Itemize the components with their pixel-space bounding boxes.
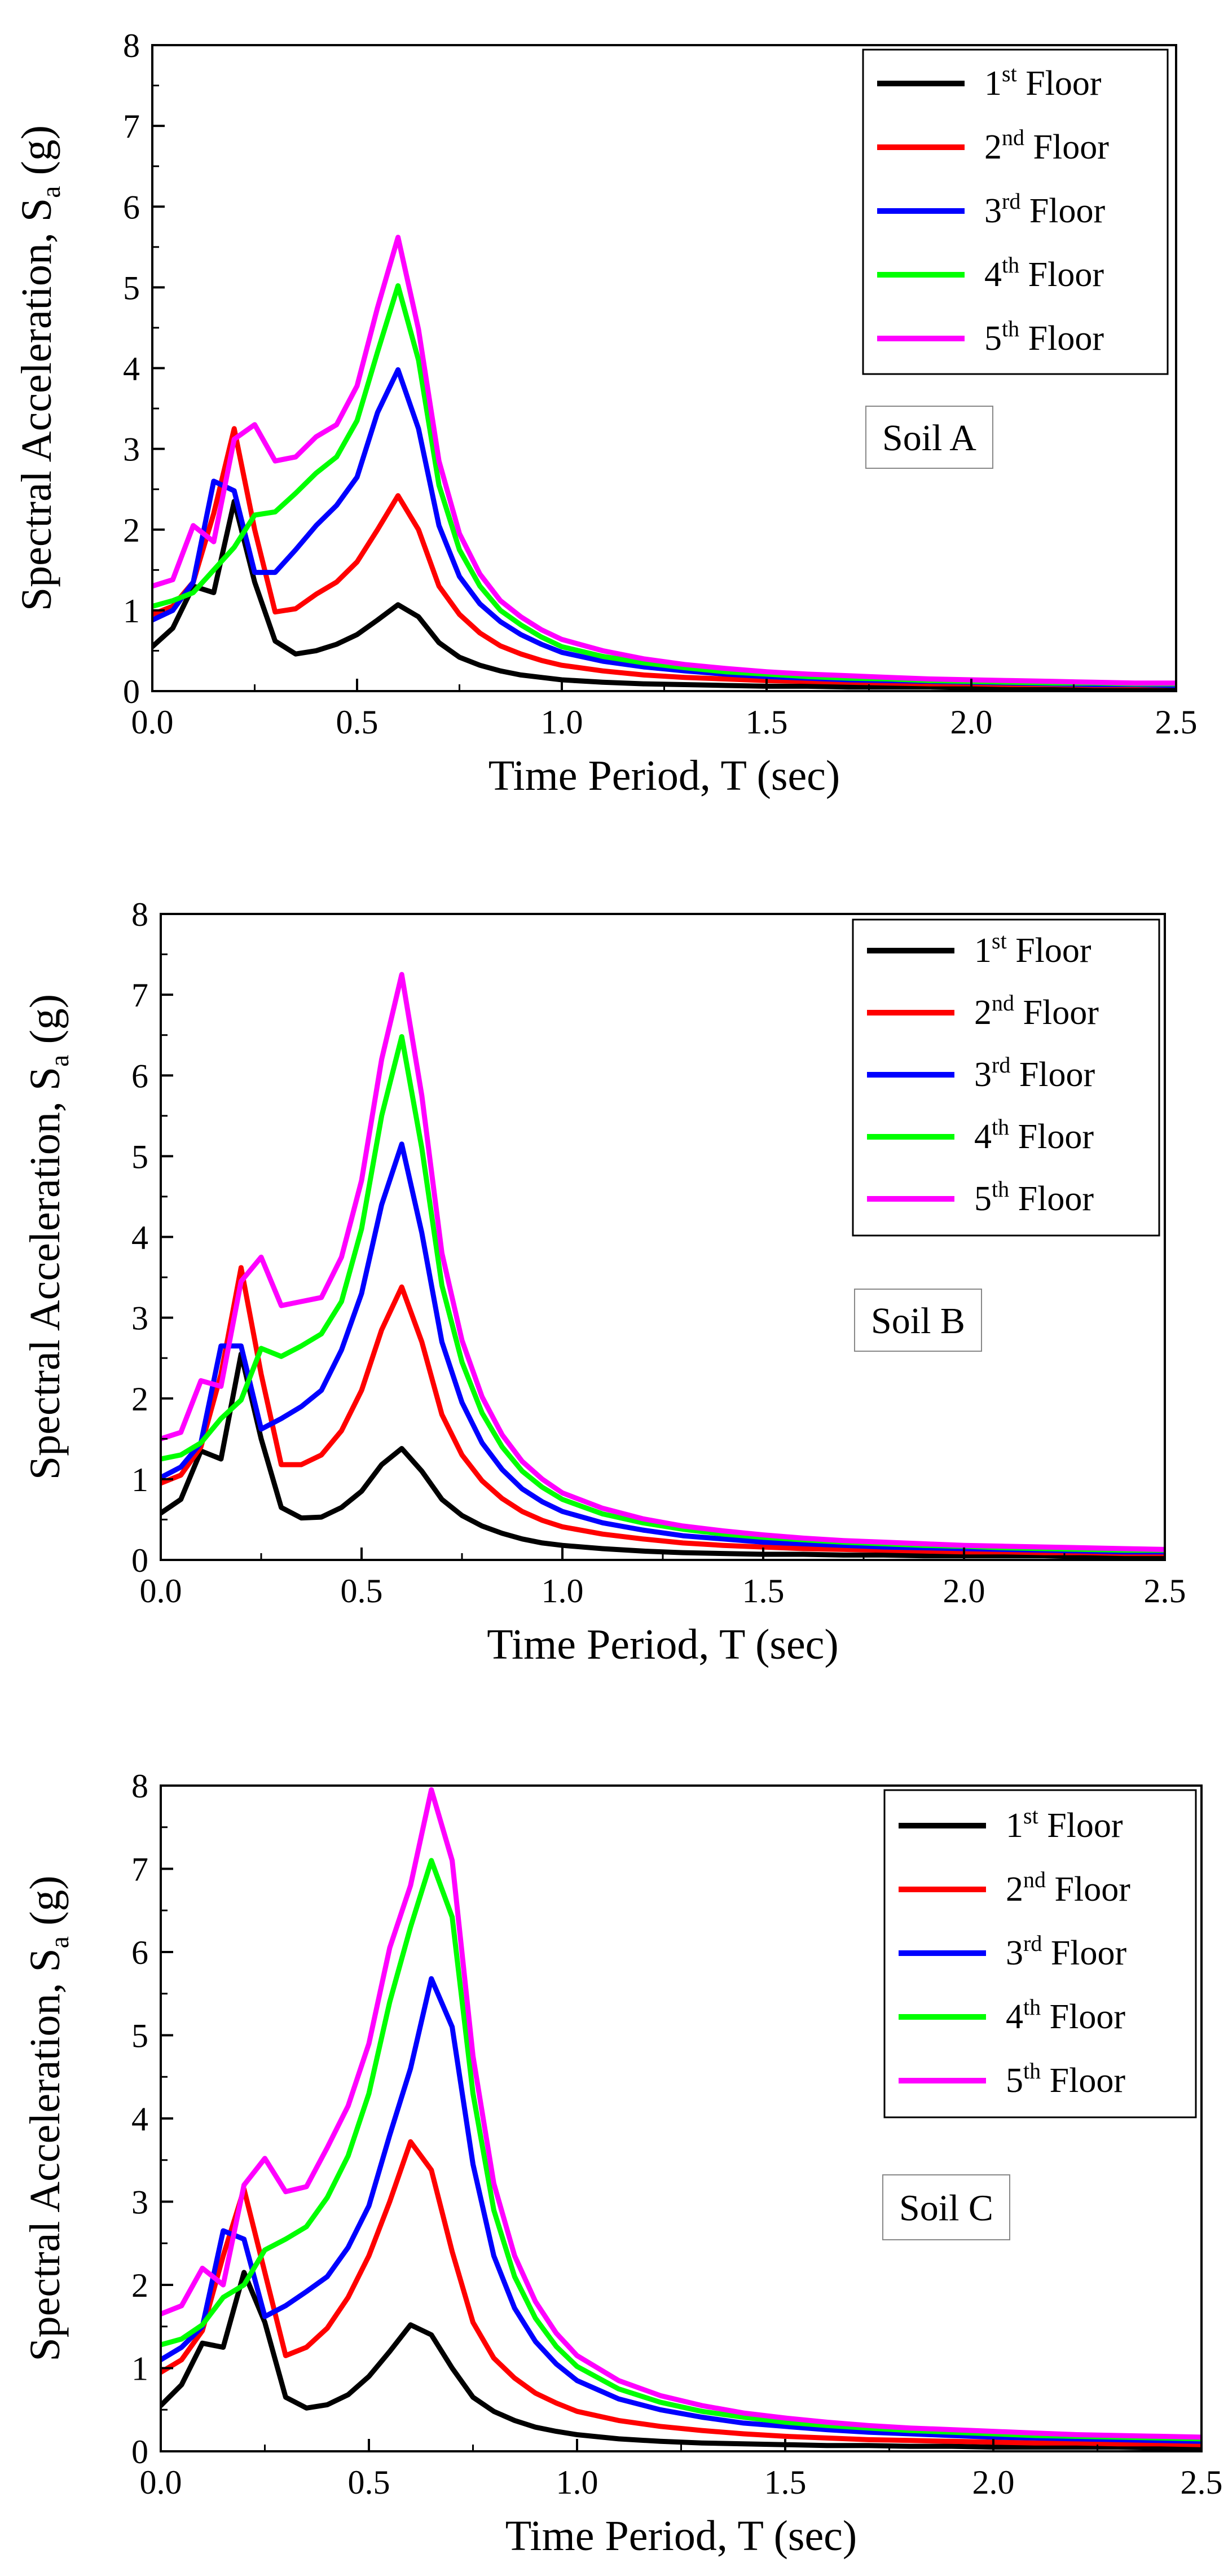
- x-tick-label: 0.5: [348, 2464, 390, 2501]
- soil-label-box: [854, 1289, 982, 1352]
- x-axis-title: Time Period, T (sec): [505, 2512, 857, 2560]
- series-group: [161, 972, 1165, 1559]
- x-tick-label: 2.5: [1144, 1572, 1186, 1610]
- series-line-floor-2: [161, 1265, 1165, 1557]
- chart-panel-1: 0.0 0.5 1.0 1.5 2.0 2.5 0 1 2 3 4 5 6 7 8 Time Period, …: [13, 27, 1198, 799]
- y-tick-label: 4: [123, 350, 140, 388]
- y-tick-label: 7: [131, 1851, 148, 1888]
- y-tick-label: 7: [131, 977, 148, 1014]
- y-tick-label: 2: [131, 2267, 148, 2304]
- y-tick-label: 5: [131, 2017, 148, 2055]
- legend: 1st Floor 2nd Floor 3rd Floor 4th Floor 5th …: [852, 918, 1160, 1237]
- y-tick-label: 0: [131, 2433, 148, 2471]
- x-tick-label: 2.5: [1155, 704, 1198, 741]
- y-tick-label: 2: [123, 512, 140, 549]
- series-line-floor-3: [152, 367, 1176, 688]
- y-tick-label: 4: [131, 1219, 148, 1256]
- legend-label-floor-1: 1st Floor: [1006, 1803, 1123, 1845]
- x-tick-label: 0.5: [341, 1572, 383, 1610]
- y-tick-label: 7: [123, 108, 140, 145]
- x-tick-label: 0.0: [140, 2464, 182, 2501]
- y-tick-label: 2: [131, 1381, 148, 1418]
- series-line-floor-5: [152, 235, 1176, 686]
- legend-label-floor-2: 2nd Floor: [984, 125, 1109, 166]
- series-line-floor-1: [161, 1351, 1165, 1559]
- legend-label-floor-1: 1st Floor: [974, 928, 1091, 970]
- y-tick-label: 4: [131, 2100, 148, 2138]
- soil-label: Soil B: [871, 1300, 965, 1342]
- series-line-floor-1: [161, 2270, 1201, 2451]
- legend-label-floor-5: 5th Floor: [974, 1176, 1094, 1218]
- soil-label-box: [882, 2174, 1010, 2240]
- y-tick-label: 3: [131, 1300, 148, 1337]
- legend-label-floor-4: 4th Floor: [984, 252, 1104, 294]
- legend-label-floor-3: 3rd Floor: [974, 1052, 1095, 1094]
- series-group: [152, 235, 1176, 691]
- y-axis-title: Spectral Acceleration, Sa (g): [13, 125, 66, 611]
- y-tick-label: 3: [131, 2184, 148, 2221]
- y-tick-label: 8: [131, 1768, 148, 1805]
- legend-label-floor-4: 4th Floor: [1006, 1994, 1125, 2036]
- soil-label: Soil C: [899, 2188, 993, 2229]
- x-tick-label: 0.0: [131, 704, 174, 741]
- y-tick-label: 5: [131, 1138, 148, 1175]
- y-tick-label: 0: [123, 673, 140, 710]
- y-tick-label: 1: [123, 592, 140, 630]
- legend-label-floor-5: 5th Floor: [1006, 2058, 1125, 2100]
- legend-label-floor-2: 2nd Floor: [1006, 1867, 1130, 1909]
- x-tick-label: 1.5: [746, 704, 788, 741]
- legend: 1st Floor 2nd Floor 3rd Floor 4th Floor 5th …: [883, 1789, 1197, 2118]
- x-tick-label: 2.0: [943, 1572, 985, 1610]
- legend-label-floor-3: 3rd Floor: [984, 188, 1106, 230]
- series-group: [161, 1787, 1201, 2451]
- legend-label-floor-5: 5th Floor: [984, 316, 1104, 358]
- series-line-floor-2: [152, 426, 1176, 688]
- series-line-floor-3: [161, 1976, 1201, 2444]
- x-tick-label: 0.0: [140, 1572, 182, 1610]
- legend-label-floor-1: 1st Floor: [984, 61, 1102, 103]
- y-tick-label: 1: [131, 1461, 148, 1498]
- y-tick-label: 1: [131, 2350, 148, 2388]
- y-tick-label: 0: [131, 1542, 148, 1579]
- x-tick-label: 1.0: [541, 704, 583, 741]
- x-tick-label: 2.0: [950, 704, 993, 741]
- legend-label-floor-3: 3rd Floor: [1006, 1931, 1127, 1972]
- x-axis-title: Time Period, T (sec): [487, 1621, 838, 1668]
- legend-label-floor-4: 4th Floor: [974, 1114, 1094, 1156]
- series-line-floor-5: [161, 972, 1165, 1552]
- x-tick-label: 1.0: [542, 1572, 584, 1610]
- x-tick-label: 2.0: [972, 2464, 1015, 2501]
- x-tick-label: 1.5: [764, 2464, 807, 2501]
- x-tick-label: 1.0: [556, 2464, 598, 2501]
- y-tick-label: 8: [131, 896, 148, 933]
- y-tick-label: 3: [123, 431, 140, 468]
- chart-panel-3: 0.0 0.5 1.0 1.5 2.0 2.5 0 1 2 3 4 5 6 7 8 Time Period, …: [21, 1768, 1223, 2560]
- series-line-floor-5: [161, 1787, 1201, 2440]
- y-tick-label: 6: [131, 1057, 148, 1094]
- chart-panel-2: 0.0 0.5 1.0 1.5 2.0 2.5 0 1 2 3 4 5 6 7 8 Time Period, …: [21, 896, 1186, 1668]
- x-tick-label: 1.5: [742, 1572, 785, 1610]
- y-tick-label: 6: [123, 188, 140, 226]
- x-axis-title: Time Period, T (sec): [488, 752, 840, 799]
- y-tick-label: 5: [123, 269, 140, 306]
- soil-label-box: [865, 406, 993, 469]
- y-axis-title: Spectral Acceleration, Sa (g): [21, 994, 74, 1480]
- soil-label: Soil A: [882, 417, 976, 459]
- legend: 1st Floor 2nd Floor 3rd Floor 4th Floor 5th …: [862, 49, 1169, 375]
- y-tick-label: 6: [131, 1934, 148, 1971]
- x-tick-label: 2.5: [1181, 2464, 1223, 2501]
- series-line-floor-2: [161, 2139, 1201, 2447]
- x-tick-label: 0.5: [336, 704, 378, 741]
- series-line-floor-1: [152, 499, 1176, 691]
- y-tick-label: 8: [123, 27, 140, 64]
- legend-label-floor-2: 2nd Floor: [974, 990, 1099, 1032]
- y-axis-title: Spectral Acceleration, Sa (g): [21, 1875, 74, 2361]
